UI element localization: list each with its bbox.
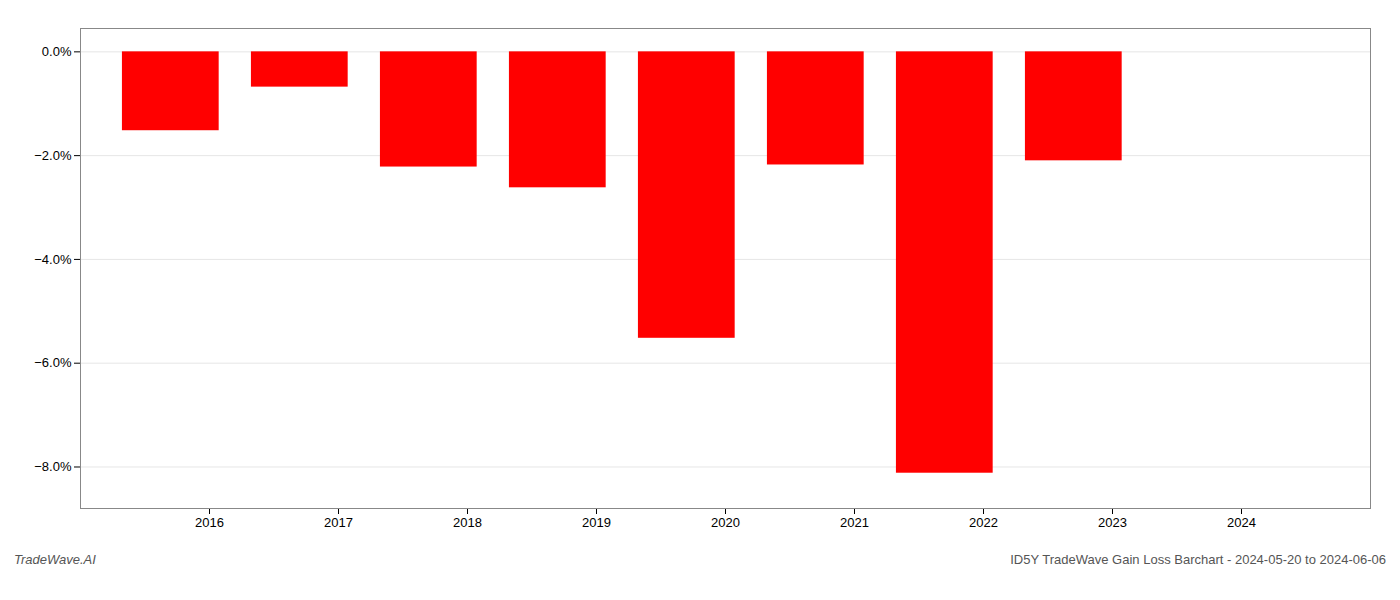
svg-text:2019: 2019: [582, 515, 611, 530]
svg-text:−4.0%: −4.0%: [34, 252, 72, 267]
svg-text:2021: 2021: [840, 515, 869, 530]
svg-text:2018: 2018: [453, 515, 482, 530]
svg-text:−6.0%: −6.0%: [34, 355, 72, 370]
svg-text:2020: 2020: [711, 515, 740, 530]
svg-text:2023: 2023: [1098, 515, 1127, 530]
svg-text:−8.0%: −8.0%: [34, 459, 72, 474]
svg-text:2017: 2017: [324, 515, 353, 530]
html-text:TradeWave.AI: TradeWave.AI: [14, 552, 96, 567]
svg-text:0.0%: 0.0%: [42, 44, 72, 59]
svg-text:2016: 2016: [195, 515, 224, 530]
html-text:ID5Y TradeWave Gain Loss Barch: ID5Y TradeWave Gain Loss Barchart - 2024…: [1010, 552, 1386, 567]
svg-text:−2.0%: −2.0%: [34, 148, 72, 163]
svg-text:2022: 2022: [969, 515, 998, 530]
svg-text:2024: 2024: [1227, 515, 1256, 530]
